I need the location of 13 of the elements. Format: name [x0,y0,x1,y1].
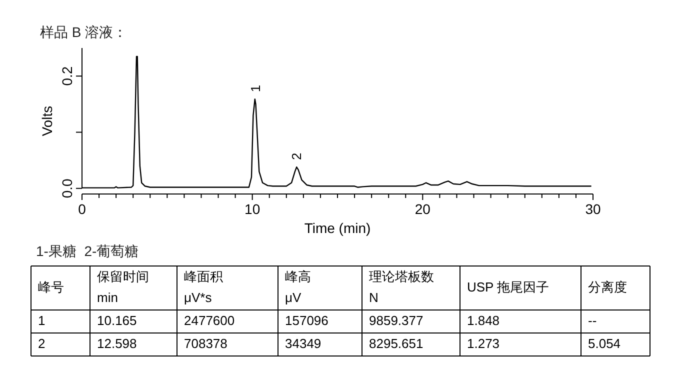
y-axis-title: Volts [39,106,55,136]
x-tick-label: 30 [585,201,601,217]
x-tick-label: 0 [78,201,86,217]
x-axis-title: Time (min) [304,220,371,236]
annotation: 1 [248,84,264,92]
annotation: 2 [289,152,304,160]
x-tick-label: 20 [414,201,431,217]
chart-title: 样品 B 溶液： [40,24,128,40]
y-tick-label: 0.0 [59,178,75,198]
y-tick-label: 0.2 [59,66,75,86]
text: 1-果糖 2-葡萄糖 [36,243,139,259]
table: 峰号 保留时间 min 峰面积 μV*s 峰高 μV 理论塔板数 N USP 拖尾因子 分离度 1 10.165 2477600 157096 9859.377 1.848 -- 2 12.598 708378 34349 8295.651 1.273 5.054 [30,266,650,356]
x-tick-label: 10 [244,201,260,217]
